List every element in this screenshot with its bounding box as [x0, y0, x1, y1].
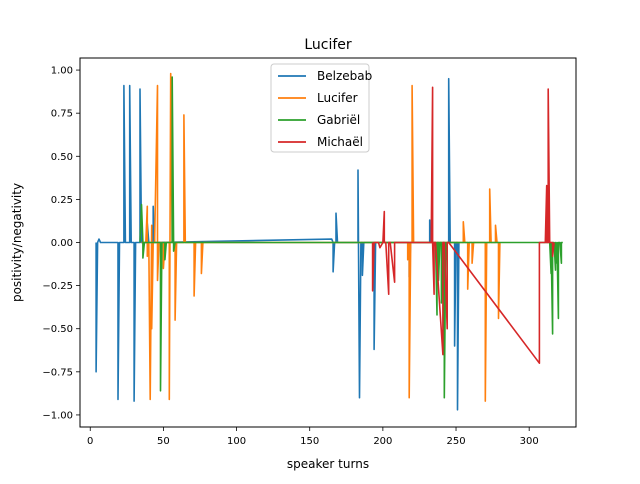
x-tick-label: 0	[87, 436, 93, 447]
y-axis-ticks: −1.00 −0.75 −0.50 −0.25 0.00 0.25 0.50 0.75 1.00	[42, 66, 80, 421]
x-axis-ticks: 0 50 100 150 200 250 300	[87, 427, 539, 447]
series-line-michael	[371, 86, 555, 365]
plot-frame	[79, 57, 577, 428]
legend-box	[270, 63, 370, 153]
y-tick-label: −0.75	[42, 367, 73, 378]
y-tick-label: −0.25	[42, 281, 73, 292]
legend-label-michael: Michaël	[317, 135, 363, 149]
y-tick-label: 0.25	[51, 195, 73, 206]
x-tick-label: 100	[227, 436, 246, 447]
y-tick-label: −1.00	[42, 410, 73, 421]
y-tick-label: 1.00	[51, 66, 73, 77]
legend-label-gabriel: Gabriël	[317, 113, 360, 127]
x-tick-label: 200	[373, 436, 392, 447]
y-tick-label: 0.00	[51, 238, 73, 249]
series-line-lucifer	[141, 72, 501, 402]
x-axis-label: speaker turns	[287, 457, 369, 471]
chart-title: Lucifer	[304, 37, 352, 53]
x-tick-label: 250	[446, 436, 465, 447]
y-tick-label: 0.50	[51, 152, 73, 163]
series-line-belzebab	[95, 77, 460, 411]
chart-legend: Belzebab Lucifer Gabriël Michaël	[270, 63, 372, 153]
y-tick-label: −0.50	[42, 324, 73, 335]
legend-label-lucifer: Lucifer	[317, 91, 358, 105]
plot-lines	[95, 72, 563, 411]
x-tick-label: 50	[157, 436, 170, 447]
y-tick-label: 0.75	[51, 109, 73, 120]
y-axis-label: positivity/negativity	[10, 183, 24, 302]
legend-label-belzebab: Belzebab	[317, 69, 372, 83]
series-line-gabriel	[139, 76, 563, 399]
x-tick-label: 150	[300, 436, 319, 447]
x-tick-label: 300	[520, 436, 539, 447]
